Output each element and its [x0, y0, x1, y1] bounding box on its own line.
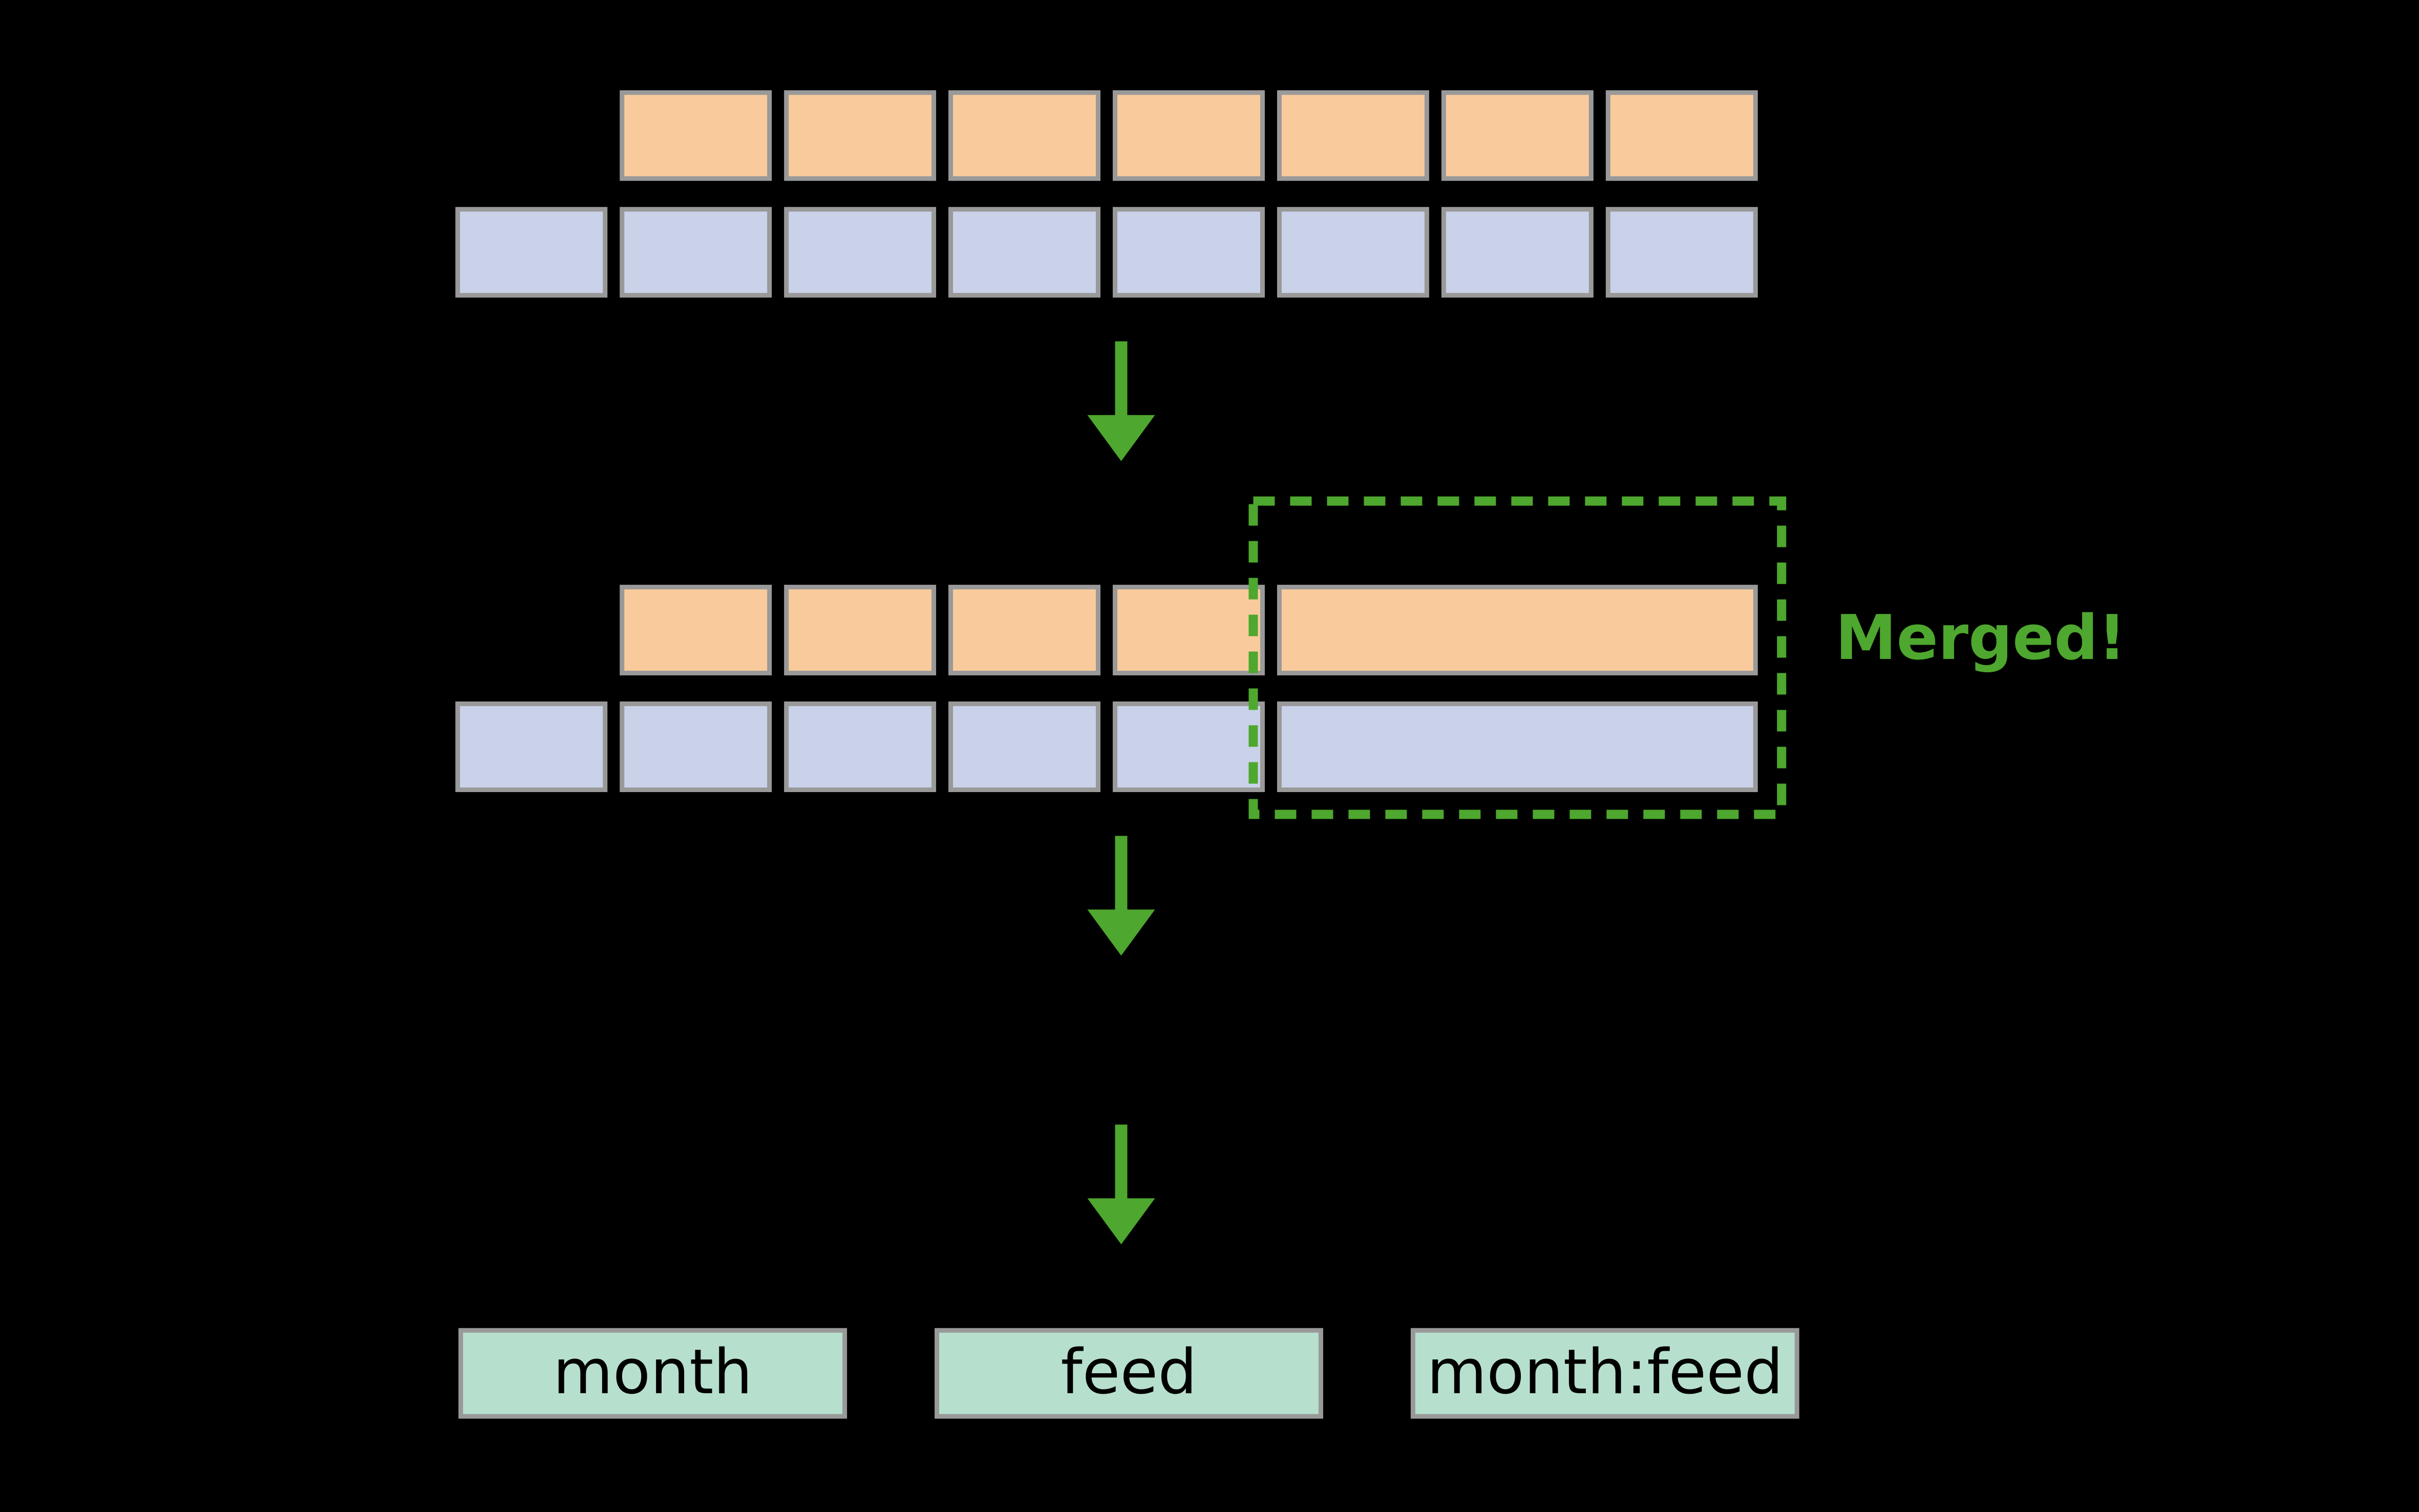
merged-label: Merged! [1835, 603, 2126, 674]
sec2-top-merged-cell [1279, 587, 1755, 673]
result-box-month-feed-label: month:feed [1427, 1337, 1783, 1408]
result-box-month-label: month [553, 1337, 752, 1408]
sec2-bot-cell [1115, 704, 1263, 790]
sec1-top-cell [1115, 93, 1263, 179]
sec1-top-cell [1279, 93, 1427, 179]
sec1-top-cell [1444, 93, 1591, 179]
sec1-top-cell [622, 93, 770, 179]
sec2-top-cell [951, 587, 1098, 673]
sec1-bot-cell [787, 209, 934, 295]
sec2-top-cell [787, 587, 934, 673]
sec2-bot-cell [787, 704, 934, 790]
sec1-top-cell [1608, 93, 1755, 179]
sec1-bot-cell [1608, 209, 1755, 295]
sec1-bot-cell [622, 209, 770, 295]
sec1-top-cell [951, 93, 1098, 179]
result-box-feed-label: feed [1061, 1337, 1197, 1408]
sec1-bot-cell [1279, 209, 1427, 295]
sec2-bot-cell [951, 704, 1098, 790]
sec2-bot-cell [458, 704, 605, 790]
sec2-bot-merged-cell [1279, 704, 1755, 790]
sec1-bot-cell [951, 209, 1098, 295]
sec2-top-cell [1115, 587, 1263, 673]
sec1-top-cell [787, 93, 934, 179]
sec1-bot-cell [1444, 209, 1591, 295]
sec1-bot-cell [1115, 209, 1263, 295]
sec1-bot-cell [458, 209, 605, 295]
sec2-bot-cell [622, 704, 770, 790]
sec2-top-cell [622, 587, 770, 673]
